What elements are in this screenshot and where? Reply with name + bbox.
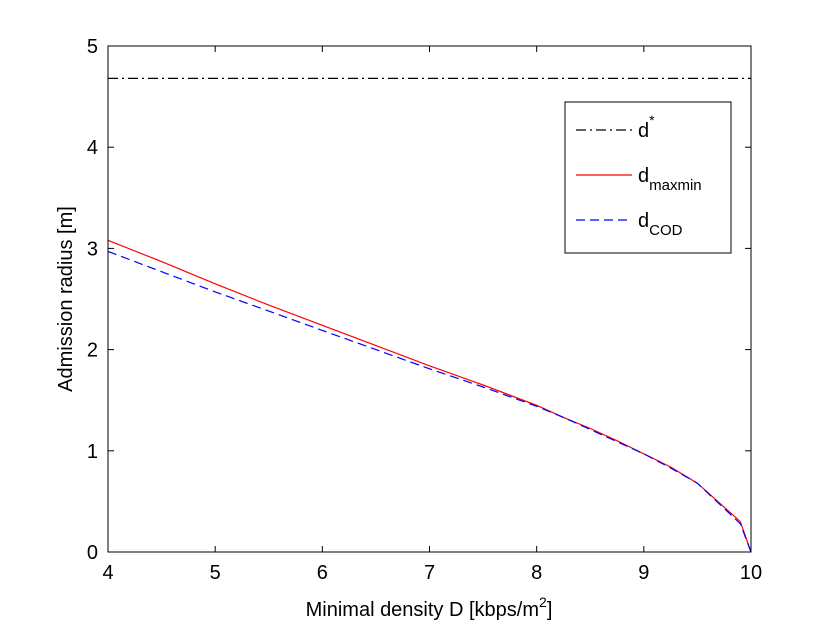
y-tick-label: 1 xyxy=(87,441,98,463)
x-tick-label: 9 xyxy=(638,562,649,584)
y-axis-label: Admission radius [m] xyxy=(55,206,77,392)
legend-label-dCOD: dCOD xyxy=(638,210,683,239)
y-tick-label: 0 xyxy=(87,542,98,564)
x-tick-label: 6 xyxy=(317,562,328,584)
x-tick-label: 10 xyxy=(740,562,762,584)
series-layer xyxy=(107,77,752,553)
y-tick-label: 5 xyxy=(87,36,98,58)
ticks-layer: 4 5 6 7 8 9 10 0 1 2 3 4 5 xyxy=(87,36,762,584)
y-tick-label: 3 xyxy=(87,238,98,260)
y-tick-label: 4 xyxy=(87,137,98,159)
y-tick-label: 2 xyxy=(87,340,98,362)
legend-label-d: d* xyxy=(638,112,655,142)
legend: d* dmaxmin dCOD xyxy=(564,101,732,254)
series-line-dmaxmin xyxy=(107,239,752,553)
x-tick-label: 7 xyxy=(424,562,435,584)
legend-box xyxy=(564,101,732,254)
x-tick-label: 8 xyxy=(531,562,542,584)
series-line-dCOD xyxy=(107,250,752,553)
x-axis-label: Minimal density D [kbps/m2] xyxy=(306,594,553,621)
x-tick-label: 4 xyxy=(102,562,113,584)
legend-label-dmaxmin: dmaxmin xyxy=(638,165,702,194)
x-tick-label: 5 xyxy=(210,562,221,584)
